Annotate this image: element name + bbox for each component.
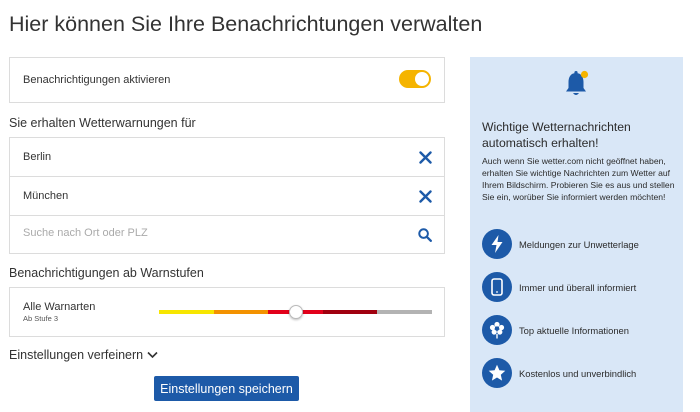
feature-item: Immer und überall informiert [482, 272, 680, 304]
smartphone-icon [482, 272, 512, 302]
search-button[interactable] [416, 226, 434, 244]
location-search-input[interactable] [23, 227, 403, 239]
lightning-icon [482, 229, 512, 259]
warning-level-slider-thumb[interactable] [288, 305, 303, 319]
toggle-knob [415, 72, 429, 86]
refine-settings-label: Einstellungen verfeinern [9, 348, 144, 362]
feature-label: Meldungen zur Unwetterlage [519, 239, 639, 250]
chevron-down-icon [147, 351, 158, 359]
warning-level-segment [322, 310, 378, 314]
feature-item: Kostenlos und unverbindlich [482, 358, 680, 390]
feature-label: Kostenlos und unverbindlich [519, 368, 637, 379]
bell-icon [566, 70, 589, 95]
notifications-toggle-label: Benachrichtigungen aktivieren [23, 74, 171, 86]
feature-label: Top aktuelle Informationen [519, 325, 629, 336]
warning-levels-heading: Benachrichtigungen ab Warnstufen [9, 266, 204, 280]
feature-label: Immer und überall informiert [519, 282, 637, 293]
warning-type-label: Alle Warnarten [23, 301, 96, 313]
page-title: Hier können Sie Ihre Benachrichtungen ve… [9, 12, 483, 36]
warning-level-segment [213, 310, 269, 314]
remove-location-button[interactable] [416, 148, 434, 166]
save-settings-button[interactable]: Einstellungen speichern [154, 376, 299, 401]
location-name: München [23, 190, 69, 202]
locations-heading: Sie erhalten Wetterwarnungen für [9, 116, 196, 130]
location-search-row [10, 216, 444, 255]
location-row: München [10, 177, 444, 216]
warning-level-sublabel: Ab Stufe 3 [23, 314, 59, 323]
location-row: Berlin [10, 138, 444, 177]
notifications-toggle-row: Benachrichtigungen aktivieren [9, 57, 445, 103]
remove-location-button[interactable] [416, 187, 434, 205]
refine-settings-toggle[interactable]: Einstellungen verfeinern [9, 348, 158, 362]
close-icon [418, 189, 432, 203]
flower-icon [482, 315, 512, 345]
warning-level-segment [377, 310, 432, 314]
star-icon [482, 358, 512, 388]
info-panel-text: Auch wenn Sie wetter.com nicht geöffnet … [482, 156, 675, 202]
feature-item: Top aktuelle Informationen [482, 315, 680, 347]
close-icon [418, 150, 432, 164]
location-name: Berlin [23, 151, 52, 163]
search-icon [418, 228, 432, 242]
info-panel: Wichtige Wetternachrichten automatisch e… [470, 57, 683, 412]
feature-item: Meldungen zur Unwetterlage [482, 229, 680, 261]
notifications-toggle[interactable] [399, 70, 431, 88]
warning-level-row: Alle Warnarten Ab Stufe 3 [9, 287, 445, 337]
warning-level-segment [159, 310, 214, 314]
info-panel-heading: Wichtige Wetternachrichten automatisch e… [482, 120, 631, 150]
locations-list: Berlin München [9, 137, 445, 254]
